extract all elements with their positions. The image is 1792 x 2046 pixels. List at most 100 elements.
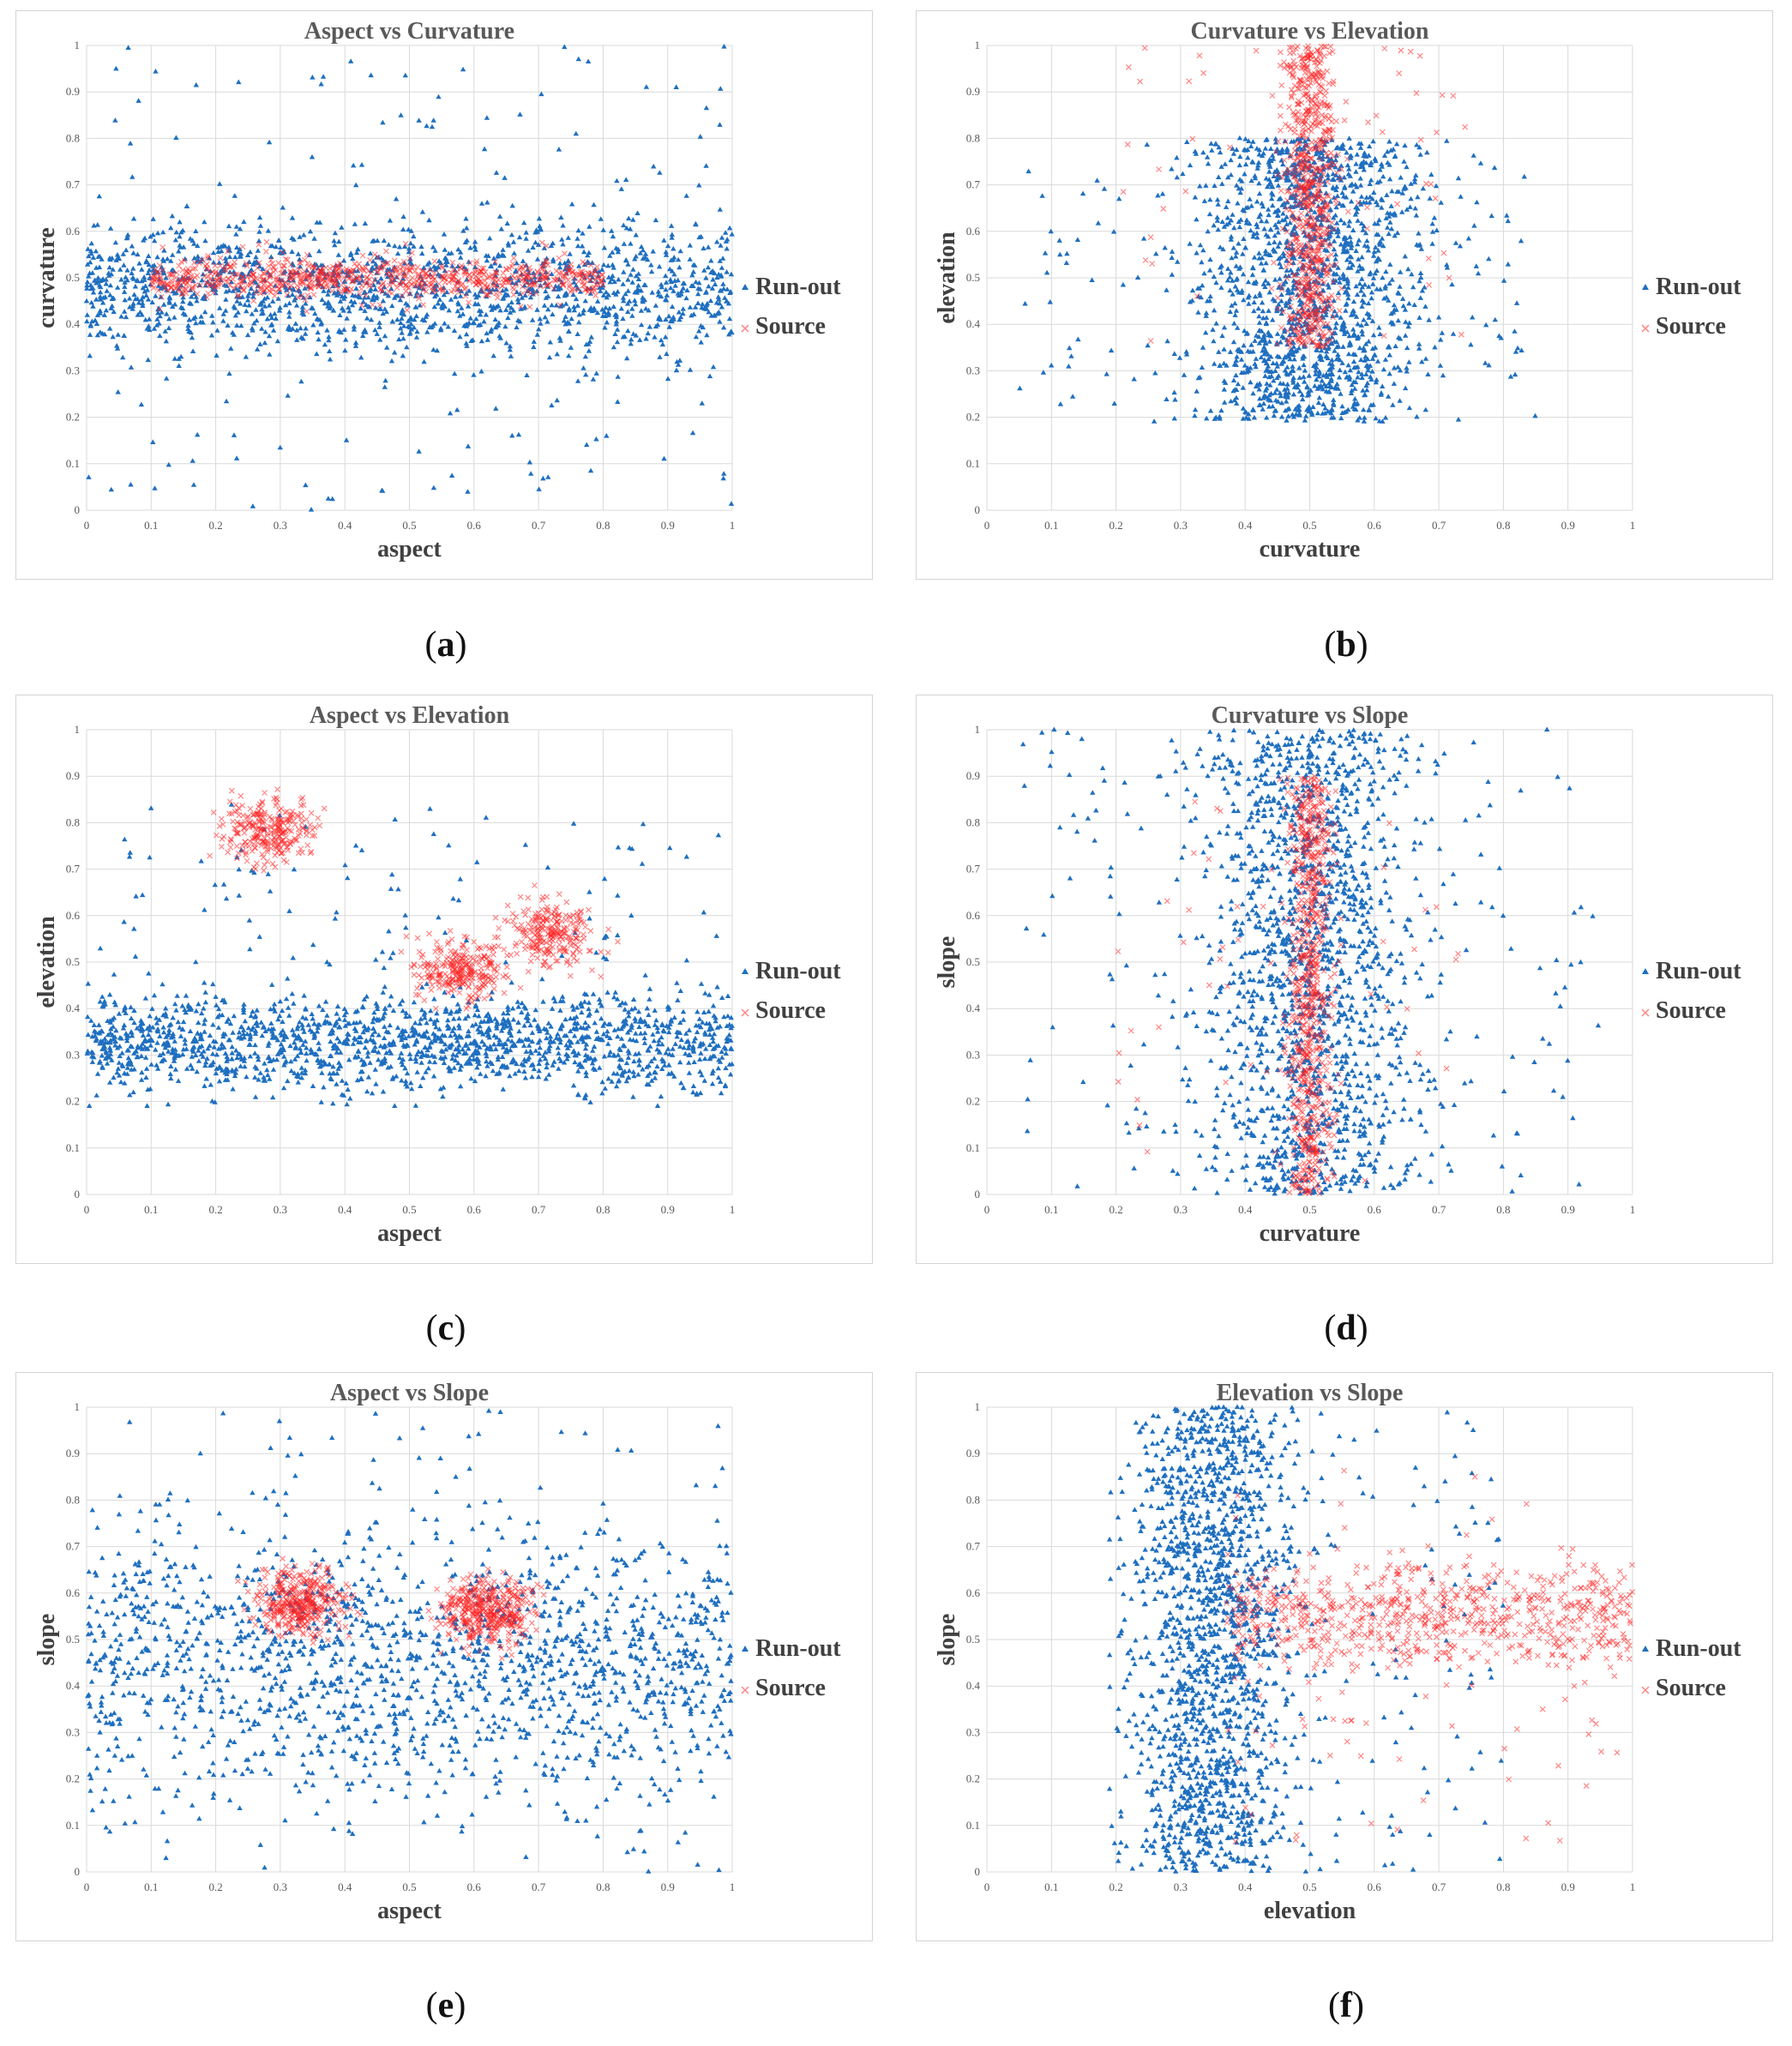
source-point — [1137, 78, 1144, 85]
source-point — [453, 283, 459, 290]
runout-point — [574, 378, 581, 383]
x-tick-label: 0 — [84, 519, 90, 532]
runout-point — [250, 503, 256, 508]
runout-point — [419, 209, 426, 214]
runout-point — [707, 298, 714, 304]
runout-point — [610, 262, 616, 268]
runout-point — [114, 343, 120, 348]
runout-point — [254, 317, 260, 323]
source-point — [280, 265, 286, 272]
source-point — [1308, 49, 1314, 56]
source-point — [1309, 202, 1316, 209]
runout-point — [585, 252, 591, 258]
runout-point — [169, 213, 176, 219]
runout-point — [460, 66, 466, 72]
runout-point — [1236, 224, 1243, 230]
y-tick-label: 0.7 — [66, 178, 81, 191]
runout-point — [1254, 230, 1260, 236]
source-point — [1290, 57, 1297, 64]
runout-point — [545, 474, 551, 479]
runout-point — [1238, 357, 1245, 362]
runout-point — [1318, 347, 1325, 353]
runout-point — [453, 294, 459, 299]
runout-point — [1256, 151, 1262, 157]
runout-point — [1404, 345, 1410, 351]
runout-point — [695, 291, 701, 297]
runout-point — [1242, 135, 1248, 141]
runout-point — [637, 250, 643, 256]
x-tick-label: 0.8 — [1496, 519, 1510, 532]
source-point — [400, 264, 406, 271]
runout-point — [1296, 345, 1302, 351]
source-point — [192, 281, 199, 288]
source-point — [1313, 259, 1320, 266]
runout-point — [124, 277, 130, 283]
source-point — [532, 273, 538, 280]
source-point — [1290, 67, 1297, 74]
runout-point — [103, 280, 109, 286]
runout-point — [1192, 194, 1199, 200]
runout-point — [1348, 390, 1355, 395]
runout-point — [366, 304, 373, 310]
runout-point — [1335, 265, 1341, 270]
runout-point — [652, 334, 658, 340]
runout-point — [214, 272, 220, 277]
runout-point — [574, 236, 580, 241]
runout-point — [1365, 300, 1372, 306]
runout-point — [599, 267, 605, 272]
runout-point — [663, 280, 670, 285]
runout-point — [538, 282, 544, 288]
source-point — [1312, 171, 1319, 178]
runout-point — [510, 308, 516, 313]
runout-point — [626, 215, 632, 221]
runout-point — [1227, 287, 1233, 293]
runout-point — [515, 299, 521, 304]
runout-point — [150, 439, 156, 444]
runout-point — [93, 297, 99, 302]
runout-point — [382, 377, 388, 383]
runout-point — [351, 327, 358, 332]
runout-point — [1340, 271, 1346, 277]
runout-point — [370, 297, 376, 302]
runout-point — [115, 285, 121, 290]
runout-point — [663, 273, 669, 279]
runout-point — [1355, 218, 1361, 223]
runout-point — [1498, 334, 1504, 340]
runout-point — [442, 247, 448, 252]
runout-point — [625, 277, 631, 282]
runout-point — [419, 316, 425, 322]
source-point — [403, 283, 410, 290]
runout-point — [547, 339, 553, 345]
source-point — [1303, 85, 1309, 92]
runout-point — [565, 235, 571, 240]
y-tick-label: 0.4 — [66, 317, 81, 330]
runout-point — [1380, 383, 1386, 388]
runout-point — [1272, 408, 1278, 413]
runout-point — [173, 229, 179, 235]
source-point — [1325, 229, 1332, 236]
runout-point — [635, 271, 641, 276]
runout-point — [1277, 240, 1283, 245]
source-point — [370, 302, 376, 309]
runout-point — [1292, 195, 1298, 201]
runout-point — [1340, 141, 1346, 147]
source-point — [502, 276, 509, 283]
runout-point — [663, 249, 669, 255]
runout-point — [1391, 381, 1398, 386]
runout-point — [292, 321, 299, 326]
runout-point — [542, 314, 548, 320]
runout-point — [88, 250, 94, 256]
runout-point — [381, 238, 388, 244]
runout-point — [1360, 227, 1366, 232]
runout-point — [441, 292, 448, 298]
runout-point — [276, 308, 283, 313]
runout-point — [720, 286, 727, 292]
source-point — [225, 248, 232, 255]
source-point — [328, 271, 335, 278]
source-point — [294, 282, 300, 289]
runout-point — [172, 237, 179, 243]
runout-point — [1296, 298, 1303, 303]
source-point — [1318, 316, 1325, 322]
runout-point — [380, 310, 386, 316]
runout-point — [121, 309, 128, 314]
